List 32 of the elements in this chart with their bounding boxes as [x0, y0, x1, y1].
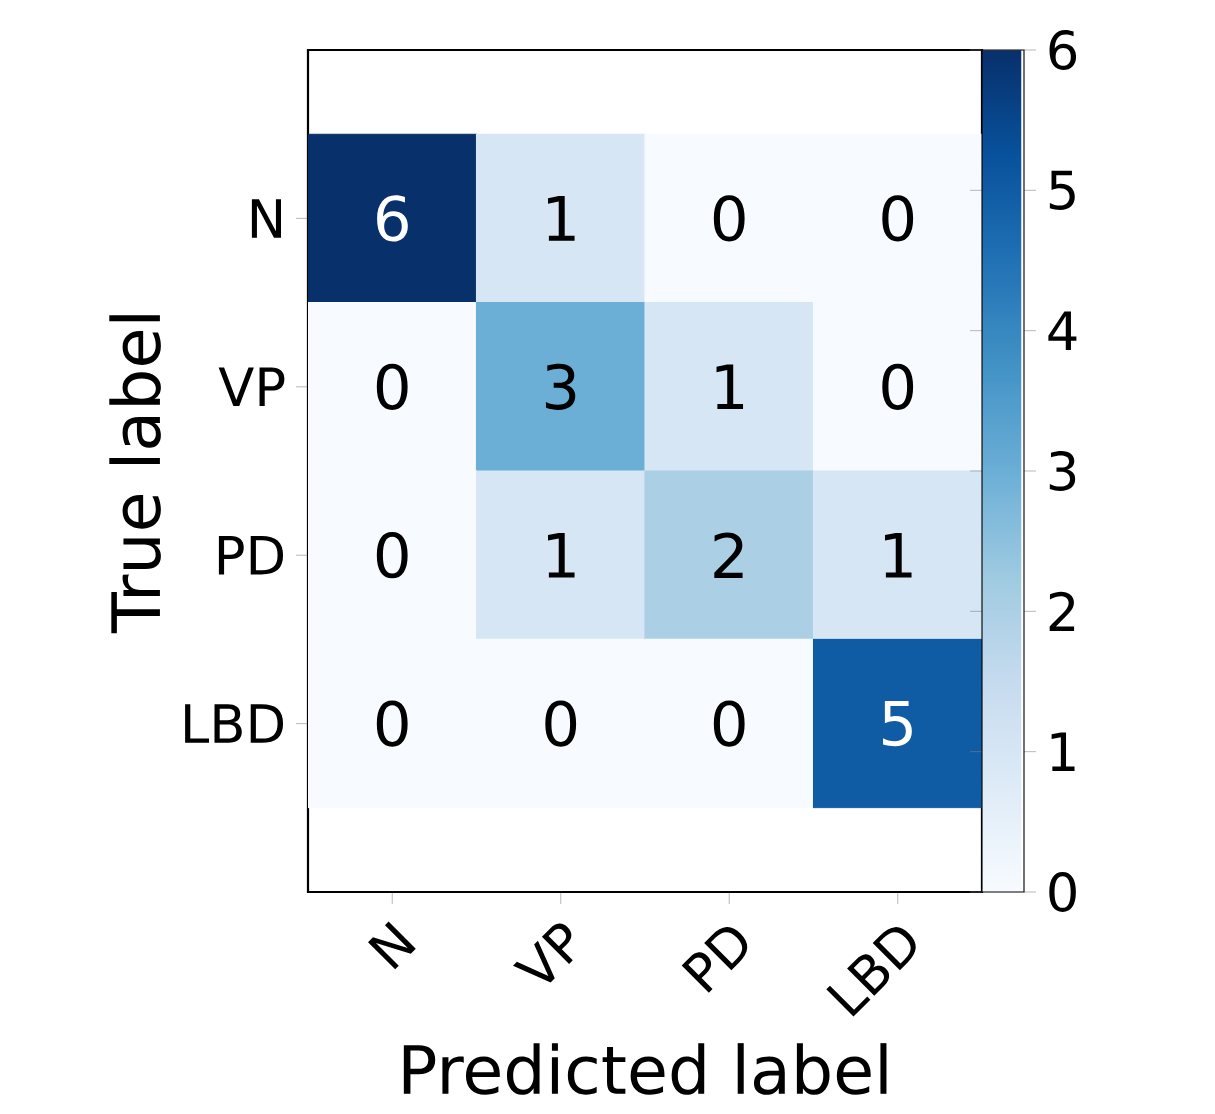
- x-tick-label: N: [368, 921, 416, 970]
- y-tick-label: VP: [218, 367, 285, 407]
- y-tick-label: N: [251, 199, 281, 238]
- color-bar-label: 5: [1049, 170, 1075, 210]
- color-bar-label: 1: [1051, 732, 1075, 771]
- data-label: 3: [545, 363, 576, 410]
- data-label: 0: [376, 363, 408, 410]
- data-label: 5: [883, 700, 912, 747]
- data-label: 0: [713, 700, 745, 747]
- data-label: 0: [882, 195, 914, 242]
- y-tick-label: LBD: [185, 704, 284, 743]
- data-label: 0: [376, 700, 408, 747]
- color-bar-label: 4: [1048, 311, 1077, 350]
- x-tick-label: VP: [513, 923, 573, 983]
- data-label: 6: [377, 195, 408, 242]
- data-label: 0: [713, 195, 745, 242]
- data-label: 1: [716, 364, 744, 410]
- color-bar-label: 0: [1049, 872, 1076, 912]
- x-axis-title: Predicted label: [403, 1043, 887, 1095]
- data-label: 1: [885, 532, 912, 578]
- x-tick-label: PD: [681, 927, 748, 993]
- data-label: 0: [376, 532, 408, 579]
- data-label: 1: [548, 532, 575, 578]
- color-bar-label: 2: [1049, 591, 1075, 631]
- color-bar-label: 6: [1049, 30, 1077, 70]
- data-label: 0: [882, 363, 914, 410]
- data-label: 0: [545, 700, 577, 747]
- data-label: 2: [714, 532, 743, 578]
- data-label: 1: [548, 196, 575, 241]
- y-axis-title: True label: [109, 315, 161, 634]
- y-tick-label: PD: [218, 535, 284, 575]
- color-bar-label: 3: [1049, 451, 1076, 491]
